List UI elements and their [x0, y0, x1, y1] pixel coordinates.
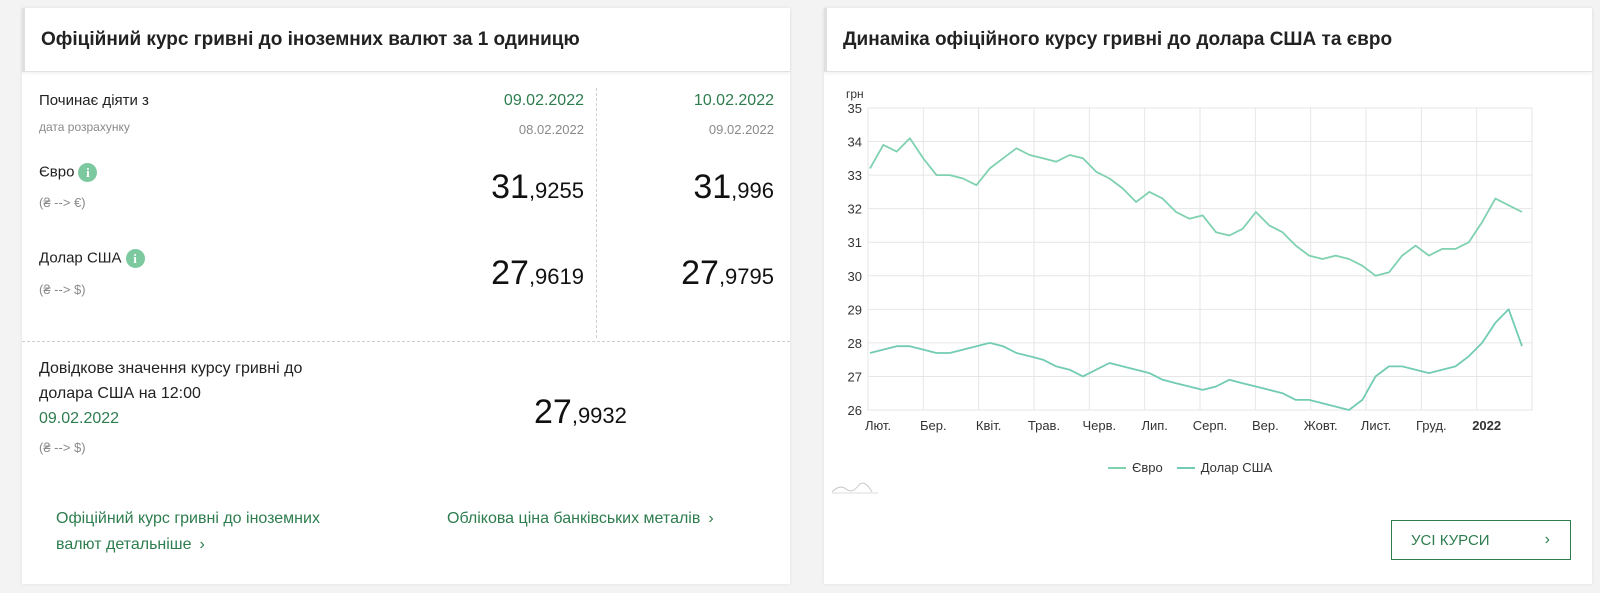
navigator-thumbnail-icon[interactable] — [832, 480, 878, 494]
col2-usd-rate: 27,9795 — [681, 254, 774, 293]
detail-link-line1: Офіційний курс гривні до іноземних — [56, 510, 320, 527]
col2-eur-frac: ,996 — [731, 178, 774, 203]
col1-eur-frac: ,9255 — [528, 178, 584, 203]
reference-direction: (₴ --> $) — [39, 440, 86, 455]
legend-label-usd: Долар США — [1200, 460, 1273, 475]
x-tick-label: Лист. — [1361, 418, 1391, 433]
col2-usd-frac: ,9795 — [718, 264, 774, 289]
y-tick-label: 28 — [848, 336, 862, 351]
reference-label-line2: долара США на 12:00 — [39, 385, 201, 402]
x-tick-label: Квіт. — [976, 418, 1002, 433]
reference-rate-label: Довідкове значення курсу гривні до долар… — [39, 356, 302, 431]
eur-label: Євро — [39, 163, 75, 181]
y-tick-label: 31 — [848, 235, 862, 250]
y-tick-label: 30 — [848, 269, 862, 284]
col1-usd-rate: 27,9619 — [491, 254, 584, 293]
col2-calc-date: 09.02.2022 — [708, 122, 774, 137]
x-tick-label: Лют. — [865, 418, 891, 433]
legend-label-eur: Євро — [1132, 460, 1163, 475]
y-tick-label: 27 — [848, 369, 862, 384]
col2-date: 10.02.2022 — [693, 92, 774, 109]
x-tick-label: Бер. — [920, 418, 947, 433]
eur-row-label: Євро i — [39, 163, 98, 182]
chart-legend: Євро Долар США — [1108, 460, 1272, 475]
info-icon[interactable]: i — [78, 163, 98, 182]
y-tick-label: 26 — [848, 403, 862, 418]
info-icon[interactable]: i — [125, 249, 145, 268]
chevron-right-icon: › — [1544, 531, 1550, 548]
usd-label: Долар США — [39, 249, 122, 267]
official-rate-title: Офіційний курс гривні до іноземних валют… — [41, 28, 580, 50]
y-tick-label: 29 — [848, 302, 862, 317]
starts-label: Починає діяти з — [39, 92, 149, 109]
y-tick-label: 33 — [848, 168, 862, 183]
chevron-right-icon: › — [708, 510, 714, 527]
series-line-usd — [869, 308, 1523, 411]
y-tick-label: 35 — [848, 101, 862, 116]
x-tick-label: Трав. — [1028, 418, 1060, 433]
col1-eur-int: 31 — [491, 168, 529, 206]
usd-row-label: Долар США i — [39, 249, 145, 268]
reference-label-line1: Довідкове значення курсу гривні до — [39, 360, 303, 377]
all-rates-label: УСІ КУРСИ — [1411, 531, 1490, 549]
col1-calc-date: 08.02.2022 — [518, 122, 584, 137]
detail-rates-link[interactable]: Офіційний курс гривні до іноземних валют… — [56, 506, 320, 558]
all-rates-button[interactable]: УСІ КУРСИ › — [1391, 520, 1571, 560]
chevron-right-icon: › — [199, 536, 205, 553]
x-tick-label: Черв. — [1083, 418, 1117, 433]
reference-int: 27 — [534, 393, 572, 431]
col1-usd-frac: ,9619 — [528, 264, 584, 289]
official-rate-panel: Офіційний курс гривні до іноземних валют… — [22, 8, 790, 584]
rate-dynamics-panel: Динаміка офіційного курсу гривні до дола… — [824, 8, 1592, 584]
legend-swatch-usd — [1176, 466, 1195, 469]
y-tick-label: 34 — [848, 135, 862, 150]
reference-date: 09.02.2022 — [39, 410, 120, 427]
reference-frac: ,9932 — [571, 403, 627, 428]
x-tick-label: Вер. — [1252, 418, 1279, 433]
legend-item-eur[interactable]: Євро — [1108, 460, 1163, 475]
x-tick-label: Груд. — [1416, 418, 1447, 433]
x-tick-label: 2022 — [1472, 418, 1501, 433]
col2-eur-rate: 31,996 — [693, 168, 774, 207]
metals-price-link[interactable]: Облікова ціна банківських металів › — [447, 506, 714, 532]
x-tick-label: Жовт. — [1304, 418, 1338, 433]
col2-eur-int: 31 — [693, 168, 732, 206]
rate-dynamics-title: Динаміка офіційного курсу гривні до дола… — [843, 28, 1393, 50]
x-tick-label: Серп. — [1193, 418, 1228, 433]
rate-dynamics-header: Динаміка офіційного курсу гривні до дола… — [824, 8, 1592, 72]
col1-usd-int: 27 — [491, 254, 529, 292]
legend-swatch-eur — [1108, 466, 1126, 469]
calc-date-label: дата розрахунку — [39, 120, 130, 134]
detail-link-line2: валют детальніше — [56, 536, 192, 553]
series-line-eur — [869, 137, 1523, 277]
col2-usd-int: 27 — [681, 254, 719, 292]
y-tick-label: 32 — [848, 202, 862, 217]
usd-direction: (₴ --> $) — [39, 282, 86, 297]
column-divider — [596, 88, 597, 338]
official-rate-header: Офіційний курс гривні до іноземних валют… — [22, 8, 790, 72]
eur-direction: (₴ --> €) — [39, 195, 86, 210]
x-tick-label: Лип. — [1141, 418, 1167, 433]
section-divider — [22, 341, 790, 342]
y-axis-label: грн — [846, 87, 864, 101]
reference-rate: 27,9932 — [534, 393, 627, 432]
col1-date: 09.02.2022 — [503, 92, 584, 109]
legend-item-usd[interactable]: Долар США — [1176, 460, 1273, 475]
metals-link-label: Облікова ціна банківських металів — [447, 510, 701, 527]
col1-eur-rate: 31,9255 — [491, 168, 584, 207]
